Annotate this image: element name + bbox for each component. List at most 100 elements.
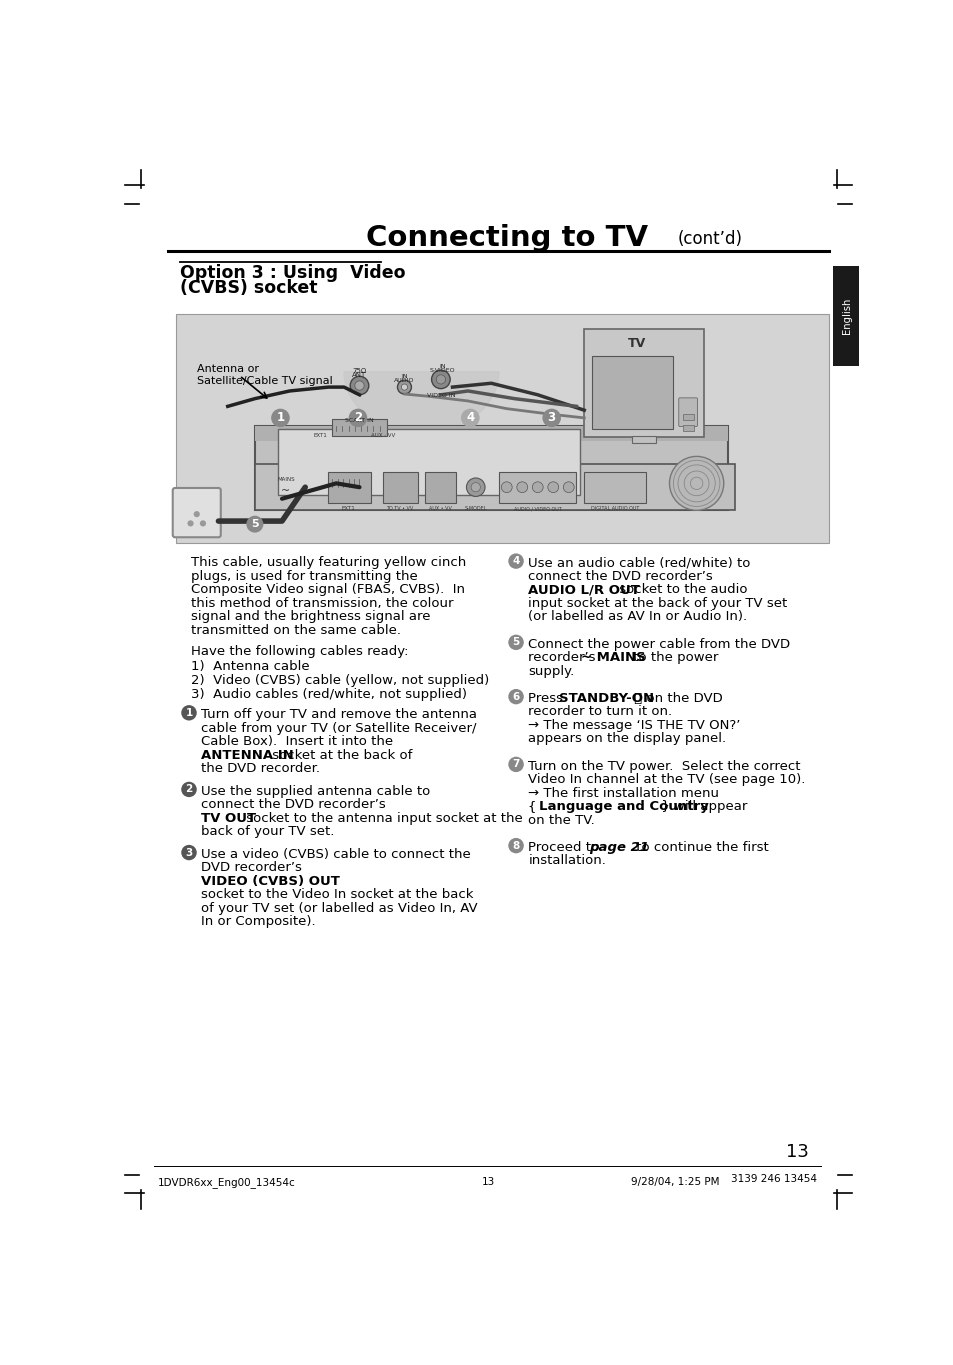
- Text: Use the supplied antenna cable to: Use the supplied antenna cable to: [201, 785, 430, 797]
- Circle shape: [466, 478, 484, 497]
- Text: appears on the display panel.: appears on the display panel.: [528, 733, 726, 745]
- FancyBboxPatch shape: [632, 435, 655, 444]
- Text: AUX • VV: AUX • VV: [429, 506, 452, 512]
- Text: Option 3 : Using  Video: Option 3 : Using Video: [179, 263, 405, 283]
- FancyBboxPatch shape: [254, 426, 727, 441]
- FancyBboxPatch shape: [583, 329, 703, 437]
- FancyBboxPatch shape: [254, 426, 727, 511]
- FancyBboxPatch shape: [254, 464, 735, 511]
- FancyBboxPatch shape: [682, 414, 693, 420]
- Text: 3)  Audio cables (red/white, not supplied): 3) Audio cables (red/white, not supplied…: [192, 688, 467, 700]
- Circle shape: [508, 689, 523, 704]
- Text: ANTENNA IN: ANTENNA IN: [201, 748, 294, 762]
- Circle shape: [431, 370, 450, 389]
- Text: → The first installation menu: → The first installation menu: [528, 786, 719, 800]
- Text: → The message ‘IS THE TV ON?’: → The message ‘IS THE TV ON?’: [528, 719, 740, 732]
- FancyBboxPatch shape: [382, 472, 417, 502]
- Text: In or Composite).: In or Composite).: [201, 916, 315, 928]
- Text: 6: 6: [512, 692, 519, 702]
- Text: 1: 1: [276, 411, 284, 425]
- Text: Use an audio cable (red/white) to: Use an audio cable (red/white) to: [528, 557, 750, 569]
- Text: Composite Video signal (FBAS, CVBS).  In: Composite Video signal (FBAS, CVBS). In: [192, 583, 465, 597]
- FancyBboxPatch shape: [583, 472, 645, 502]
- Text: EXT1: EXT1: [314, 433, 327, 438]
- Text: Have the following cables ready:: Have the following cables ready:: [192, 646, 409, 658]
- Text: AUX · VV: AUX · VV: [370, 433, 395, 438]
- Text: Connecting to TV: Connecting to TV: [365, 224, 647, 251]
- Circle shape: [401, 384, 407, 390]
- Text: 3: 3: [547, 411, 556, 425]
- Text: ~ MAINS: ~ MAINS: [580, 651, 645, 665]
- Polygon shape: [344, 371, 498, 433]
- FancyBboxPatch shape: [425, 472, 456, 502]
- Text: connect the DVD recorder’s: connect the DVD recorder’s: [201, 799, 386, 811]
- Text: 13: 13: [785, 1144, 808, 1162]
- Text: 3139 246 13454: 3139 246 13454: [730, 1174, 816, 1183]
- Text: Cable Box).  Insert it into the: Cable Box). Insert it into the: [201, 736, 393, 748]
- FancyBboxPatch shape: [682, 425, 693, 431]
- FancyBboxPatch shape: [172, 487, 220, 538]
- Circle shape: [193, 511, 199, 517]
- Circle shape: [181, 706, 196, 721]
- Text: socket to the antenna input socket at the: socket to the antenna input socket at th…: [241, 812, 522, 824]
- Text: This cable, usually featuring yellow cinch: This cable, usually featuring yellow cin…: [192, 557, 466, 569]
- FancyBboxPatch shape: [679, 397, 697, 426]
- Text: supply.: supply.: [528, 665, 574, 677]
- Text: 75Ω: 75Ω: [352, 367, 366, 374]
- Text: DVD recorder’s: DVD recorder’s: [201, 861, 302, 875]
- Text: 7: 7: [512, 759, 519, 770]
- Text: recorder to turn it on.: recorder to turn it on.: [528, 706, 672, 718]
- Text: (CVBS) socket: (CVBS) socket: [179, 278, 316, 296]
- Text: 9/28/04, 1:25 PM: 9/28/04, 1:25 PM: [630, 1177, 719, 1188]
- Text: (or labelled as AV In or Audio In).: (or labelled as AV In or Audio In).: [528, 610, 747, 624]
- Circle shape: [187, 520, 193, 527]
- FancyBboxPatch shape: [592, 356, 673, 430]
- Text: AUDIO L/R OUT: AUDIO L/R OUT: [528, 583, 639, 597]
- Circle shape: [517, 482, 527, 493]
- Text: 3: 3: [185, 848, 193, 857]
- Circle shape: [246, 516, 263, 532]
- Text: signal and the brightness signal are: signal and the brightness signal are: [192, 610, 431, 624]
- Circle shape: [460, 408, 479, 427]
- Circle shape: [547, 482, 558, 493]
- Text: 13: 13: [482, 1177, 495, 1188]
- Circle shape: [471, 483, 480, 491]
- Text: (cont’d): (cont’d): [677, 231, 741, 248]
- Text: Video In channel at the TV (see page 10).: Video In channel at the TV (see page 10)…: [528, 773, 805, 786]
- Circle shape: [508, 635, 523, 650]
- Circle shape: [542, 408, 560, 427]
- Text: the DVD recorder.: the DVD recorder.: [201, 762, 320, 775]
- Circle shape: [436, 375, 445, 384]
- Text: ANT: ANT: [352, 373, 366, 378]
- Text: MAINS: MAINS: [276, 476, 294, 482]
- FancyBboxPatch shape: [332, 419, 386, 435]
- Circle shape: [532, 482, 542, 493]
- Text: S-MODEL: S-MODEL: [464, 506, 486, 512]
- Text: TV: TV: [627, 337, 645, 349]
- Text: TV OUT: TV OUT: [201, 812, 256, 824]
- Circle shape: [348, 408, 367, 427]
- Text: Turn on the TV power.  Select the correct: Turn on the TV power. Select the correct: [528, 760, 801, 773]
- Text: VIDEO IN: VIDEO IN: [426, 393, 455, 399]
- Text: 8: 8: [512, 841, 519, 850]
- Text: IN: IN: [438, 364, 445, 369]
- Text: Proceed to: Proceed to: [528, 841, 603, 854]
- Text: installation.: installation.: [528, 854, 606, 868]
- Text: {: {: [528, 800, 540, 814]
- Text: AUDIO / VIDEO OUT: AUDIO / VIDEO OUT: [514, 506, 561, 512]
- Text: Antenna or
Satellite/Cable TV signal: Antenna or Satellite/Cable TV signal: [196, 364, 333, 385]
- Text: English: English: [841, 298, 851, 334]
- Text: socket to the audio: socket to the audio: [615, 583, 747, 597]
- Text: plugs, is used for transmitting the: plugs, is used for transmitting the: [192, 571, 417, 583]
- Text: EXT1: EXT1: [341, 506, 355, 512]
- Text: page 21: page 21: [588, 841, 648, 854]
- Text: 4: 4: [466, 411, 474, 425]
- Text: DIGITAL AUDIO OUT: DIGITAL AUDIO OUT: [591, 506, 639, 512]
- Text: TO TV • VV: TO TV • VV: [386, 506, 413, 512]
- Circle shape: [355, 381, 364, 390]
- Text: connect the DVD recorder’s: connect the DVD recorder’s: [528, 571, 713, 583]
- Circle shape: [508, 838, 523, 853]
- Text: Connect the power cable from the DVD: Connect the power cable from the DVD: [528, 637, 790, 651]
- Text: input socket at the back of your TV set: input socket at the back of your TV set: [528, 597, 787, 610]
- Circle shape: [181, 845, 196, 860]
